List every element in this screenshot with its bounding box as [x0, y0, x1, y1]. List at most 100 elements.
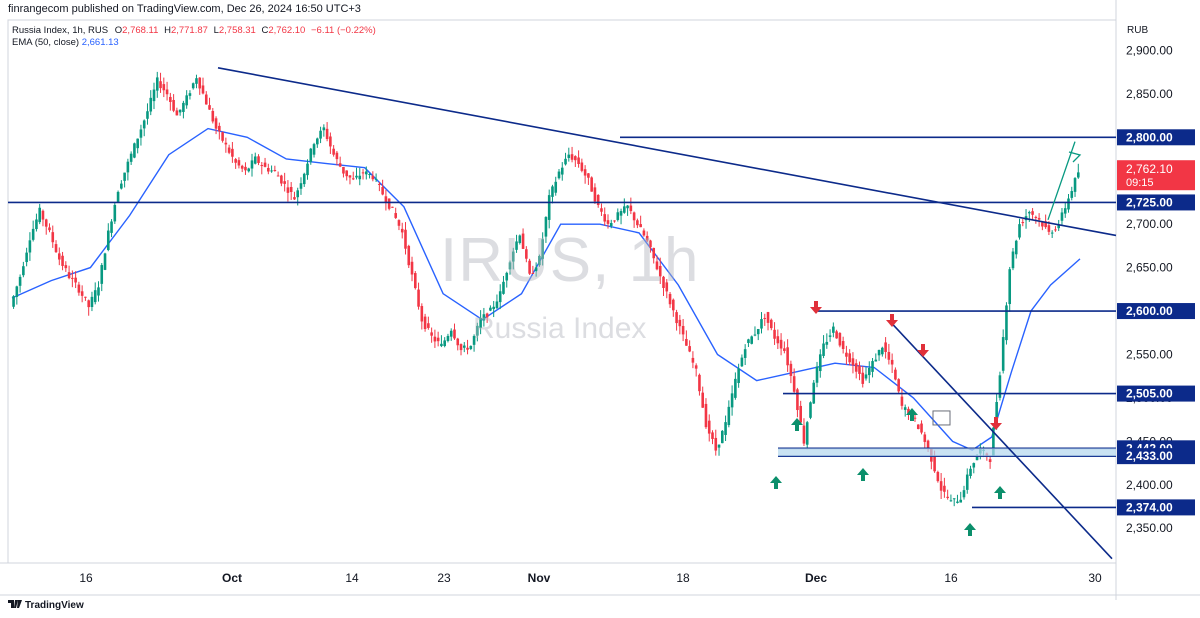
close-value: 2,762.10	[268, 25, 306, 36]
candle-body	[665, 282, 669, 292]
candle-body	[436, 337, 440, 342]
watermark-name: Russia Index	[473, 312, 647, 345]
candle-body	[701, 392, 705, 408]
candle-body	[384, 196, 388, 203]
level-price-tag	[1117, 194, 1195, 211]
ema-legend[interactable]: EMA (50, close) 2,661.13	[12, 37, 119, 48]
candle-body	[485, 313, 489, 318]
candle-body	[1063, 208, 1067, 214]
candle-body	[142, 120, 146, 129]
arrow-up-icon	[994, 486, 1006, 499]
candle-body	[505, 272, 509, 281]
high-value: 2,771.87	[170, 25, 208, 36]
candle-body	[440, 343, 443, 347]
candle-body	[743, 349, 747, 358]
candle-body	[387, 198, 391, 209]
arrow-up-icon	[770, 476, 782, 489]
candle-body	[221, 132, 224, 141]
candle-body	[276, 175, 280, 177]
candle-body	[482, 314, 486, 321]
candle-body	[992, 427, 995, 457]
candle-body	[407, 245, 411, 266]
candle-body	[175, 110, 179, 116]
candle-body	[227, 147, 231, 153]
candle-body	[1050, 232, 1054, 234]
candle-body	[1014, 240, 1018, 255]
candle-body	[71, 277, 74, 279]
candle-body	[74, 277, 77, 283]
symbol-label[interactable]: Russia Index, 1h, RUS	[12, 25, 109, 36]
candle-body	[348, 175, 352, 178]
candle-body	[61, 255, 64, 266]
candle-body	[907, 408, 910, 415]
candle-body	[48, 227, 51, 231]
candle-body	[688, 346, 691, 352]
candle-body	[678, 319, 682, 327]
candle-body	[988, 459, 992, 463]
candle-body	[394, 213, 397, 218]
candle-body	[1031, 211, 1034, 215]
publisher-line: finrangecom published on TradingView.com…	[8, 3, 361, 15]
candle-body	[747, 339, 750, 343]
candle-body	[825, 341, 829, 345]
candle-body	[596, 194, 600, 206]
candle-body	[1060, 212, 1064, 221]
candle-body	[430, 332, 433, 336]
candle-body	[554, 181, 558, 193]
candle-body	[188, 93, 192, 96]
tradingview-footer[interactable]: TradingView	[8, 600, 84, 611]
arrow-down-icon	[917, 344, 929, 357]
candle-body	[900, 396, 904, 406]
candle-body	[103, 253, 107, 270]
candle-body	[1028, 212, 1031, 214]
price-chart[interactable]: 2,350.002,400.002,450.002,500.002,550.00…	[0, 0, 1200, 600]
candle-body	[280, 175, 283, 184]
candle-body	[410, 261, 414, 275]
candle-body	[263, 162, 267, 167]
candle-body	[90, 296, 94, 308]
footer-brand: TradingView	[25, 600, 84, 611]
candle-body	[84, 296, 87, 298]
ema-label: EMA (50, close)	[12, 37, 80, 48]
candle-body	[476, 325, 479, 336]
candle-body	[378, 183, 381, 185]
candle-body	[881, 347, 884, 355]
candle-body	[832, 326, 835, 333]
candle-body	[120, 183, 123, 189]
y-tick-label: 2,650.00	[1126, 261, 1173, 275]
candle-body	[799, 405, 802, 423]
candle-body	[286, 187, 290, 193]
candle-body	[325, 128, 329, 140]
candle-body	[763, 317, 767, 319]
ohlc-legend: Russia Index, 1h, RUS O2,768.11 H2,771.8…	[12, 25, 376, 36]
candle-body	[322, 127, 326, 131]
candle-body	[126, 161, 130, 173]
candle-body	[267, 167, 270, 172]
candle-body	[518, 235, 522, 243]
candle-body	[946, 496, 949, 498]
candle-body	[381, 187, 384, 195]
level-price-tag	[1117, 129, 1195, 146]
candle-body	[335, 152, 339, 160]
candle-body	[67, 272, 71, 279]
level-price-label: 2,725.00	[1126, 195, 1173, 209]
candle-body	[365, 171, 368, 175]
candle-body	[110, 221, 113, 233]
candle-body	[975, 456, 979, 461]
close-label: C	[261, 25, 269, 36]
candle-body	[854, 363, 858, 372]
candle-body	[593, 187, 597, 202]
candle-body	[400, 228, 404, 233]
x-tick-label: 16	[944, 571, 958, 585]
candle-body	[636, 220, 639, 226]
candle-body	[704, 403, 708, 428]
arrow-up-icon	[857, 468, 869, 481]
candle-body	[368, 174, 371, 176]
candle-body	[1008, 269, 1012, 305]
last-price-tag	[1117, 160, 1195, 191]
level-price-label: 2,800.00	[1126, 130, 1173, 144]
candle-body	[22, 266, 25, 276]
x-tick-label: 14	[345, 571, 359, 585]
candle-body	[18, 276, 22, 286]
candle-body	[655, 261, 659, 270]
